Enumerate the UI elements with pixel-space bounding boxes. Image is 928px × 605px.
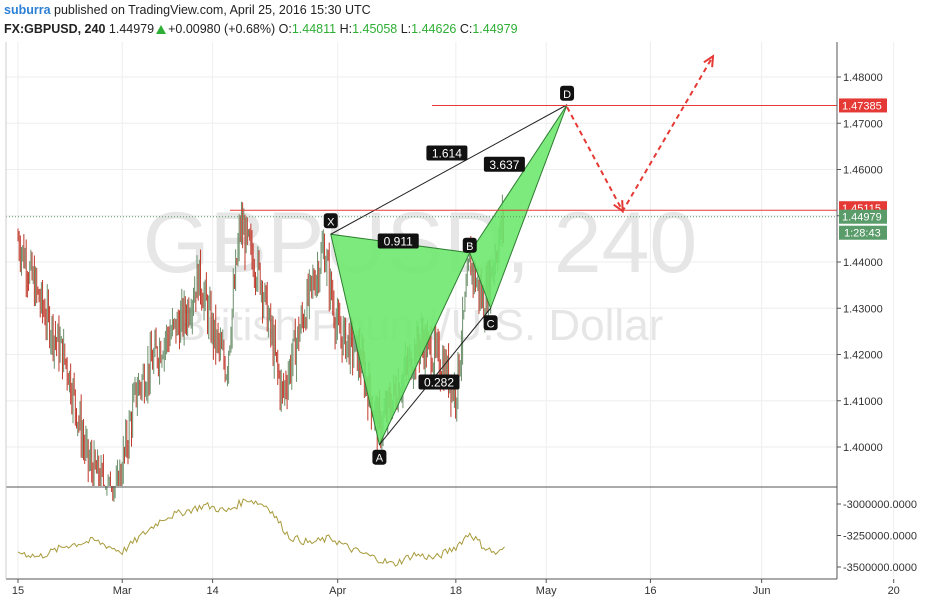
pattern-triangle-bcd — [469, 104, 568, 310]
symbol-info-line: FX:GBPUSD, 240 1.44979 +0.00980 (+0.68%) … — [4, 22, 518, 36]
ratio-label: 0.282 — [424, 375, 454, 389]
ratio-label-box — [418, 374, 460, 390]
close-label: C: — [459, 22, 473, 36]
projection-path — [566, 55, 714, 214]
pattern-point-badge — [462, 237, 477, 253]
time-tick-label: May — [536, 585, 557, 597]
time-tick-label: 20 — [888, 585, 900, 597]
pattern-point-label: C — [487, 318, 495, 330]
open-label: O: — [278, 22, 292, 36]
ratio-label-box — [426, 145, 468, 161]
pattern-point-badge — [323, 213, 338, 229]
high-value: 1.45058 — [352, 22, 398, 36]
price-change: +0.00980 (+0.68%) — [168, 22, 276, 36]
ratio-label: 1.614 — [432, 147, 462, 161]
pattern-point-label: B — [466, 241, 473, 253]
up-triangle-icon — [156, 25, 167, 34]
high-label: H: — [339, 22, 353, 36]
open-value: 1.44811 — [291, 22, 337, 36]
pattern-point-label: X — [327, 216, 335, 228]
pattern-point-badge — [372, 449, 387, 465]
pattern-point-label: A — [376, 453, 384, 465]
indicator-tick-label: -3250000.0000 — [843, 531, 917, 543]
close-value: 1.44979 — [472, 22, 518, 36]
last-price: 1.44979 — [108, 22, 155, 36]
price-tick-label: 1.43000 — [843, 303, 883, 315]
level-badge-box — [839, 98, 887, 113]
price-tick-label: 1.42000 — [843, 350, 883, 362]
time-tick-label: Mar — [113, 585, 132, 597]
ratio-label: 0.911 — [384, 235, 413, 249]
projection-arrow-up — [703, 54, 715, 68]
time-tick-label: 16 — [644, 585, 656, 597]
pattern-line-xd — [330, 104, 568, 235]
publisher-line: suburra published on TradingView.com, Ap… — [4, 3, 371, 17]
pattern-point-badge — [483, 315, 498, 331]
time-tick-label: Apr — [329, 585, 346, 597]
publish-info: published on TradingView.com, April 25, … — [50, 3, 371, 17]
low-label: L: — [400, 22, 412, 36]
price-tick-label: 1.48000 — [843, 72, 883, 84]
countdown-box — [839, 225, 887, 240]
symbol-timeframe[interactable]: FX:GBPUSD, 240 — [4, 22, 106, 36]
indicator-line — [17, 498, 505, 567]
time-tick-label: 15 — [12, 585, 24, 597]
time-tick-label: Jun — [753, 585, 771, 597]
projection-arrow-down — [613, 200, 624, 214]
price-tick-label: 1.46000 — [843, 165, 883, 177]
price-tick-label: 1.47000 — [843, 118, 883, 130]
price-tick-label: 1.41000 — [843, 396, 883, 408]
level-badge: 1.47385 — [842, 100, 882, 112]
indicator-tick-label: -3000000.0000 — [843, 499, 917, 511]
publisher-username[interactable]: suburra — [4, 3, 51, 17]
low-value: 1.44626 — [411, 22, 457, 36]
ratio-label: 3.637 — [489, 158, 519, 172]
countdown-label: 1:28:43 — [844, 228, 881, 240]
pattern-point-badge — [560, 85, 575, 101]
price-tick-label: 1.40000 — [843, 442, 883, 454]
current-price-badge-box — [839, 209, 887, 224]
price-tick-label: 1.44000 — [843, 257, 883, 269]
time-tick-label: 14 — [206, 585, 218, 597]
current-price-badge: 1.44979 — [842, 212, 882, 224]
time-tick-label: 18 — [450, 585, 462, 597]
ratio-label-box — [483, 156, 525, 172]
ratio-label-box — [377, 233, 419, 249]
indicator-tick-label: -3500000.0000 — [843, 562, 917, 574]
pattern-point-label: D — [563, 89, 571, 101]
